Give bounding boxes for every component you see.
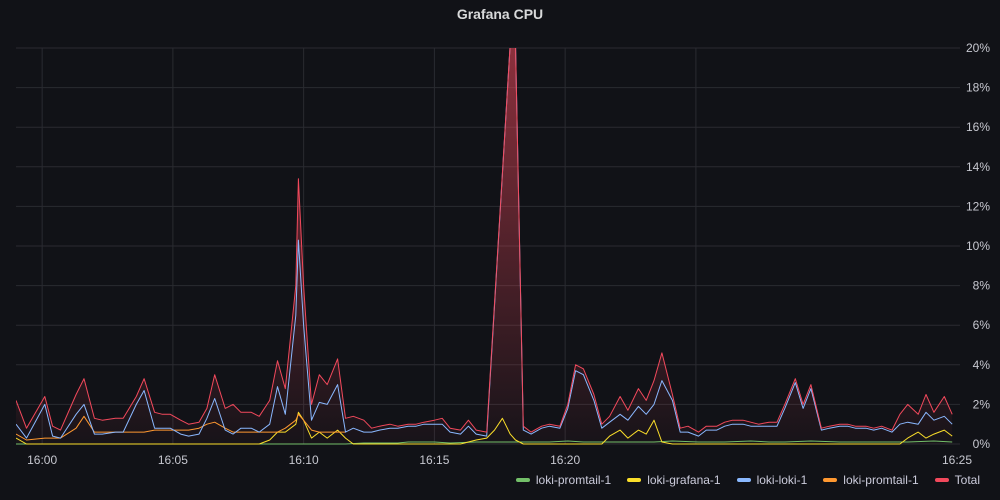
legend-item[interactable]: loki-promtail-1 bbox=[515, 473, 612, 487]
grid bbox=[16, 47, 960, 445]
legend: loki-promtail-1 loki-grafana-1 loki-loki-1… bbox=[515, 470, 980, 490]
legend-swatch bbox=[736, 478, 751, 482]
x-tick-label: 16:25 bbox=[942, 453, 972, 467]
y-tick-label: 12% bbox=[966, 199, 990, 213]
y-tick-label: 8% bbox=[973, 279, 991, 293]
y-tick-label: 18% bbox=[966, 81, 990, 95]
y-tick-label: 2% bbox=[973, 397, 991, 411]
legend-swatch bbox=[934, 478, 949, 482]
y-tick-label: 16% bbox=[966, 120, 990, 134]
x-tick-label: 16:15 bbox=[419, 453, 449, 467]
y-tick-label: 10% bbox=[966, 239, 990, 253]
series-line-loki-promtail-1[interactable] bbox=[16, 413, 346, 441]
x-tick-label: 16:05 bbox=[158, 453, 188, 467]
y-tick-label: 6% bbox=[973, 318, 991, 332]
x-tick-label: 16:20 bbox=[550, 453, 580, 467]
legend-item[interactable]: loki-grafana-1 bbox=[627, 473, 721, 487]
y-tick-label: 0% bbox=[973, 437, 991, 451]
y-tick-label: 4% bbox=[973, 358, 991, 372]
legend-item[interactable]: Total bbox=[934, 473, 980, 487]
series-line-loki-loki-1[interactable] bbox=[16, 44, 953, 439]
y-axis: 0% 2% 4% 6% 8% 10% 12% 14% 16% 18% 20% bbox=[966, 41, 990, 451]
legend-label: loki-loki-1 bbox=[756, 473, 808, 487]
legend-item[interactable]: loki-promtail-1 bbox=[823, 473, 919, 487]
series-line-loki-grafana-1[interactable] bbox=[16, 411, 953, 445]
y-tick-label: 14% bbox=[966, 160, 990, 174]
series-lines bbox=[16, 44, 953, 445]
x-tick-label: 16:10 bbox=[289, 453, 319, 467]
legend-swatch bbox=[823, 478, 838, 482]
y-tick-label: 20% bbox=[966, 41, 990, 55]
legend-label: loki-promtail-1 bbox=[535, 473, 612, 487]
legend-item[interactable]: loki-loki-1 bbox=[736, 473, 808, 487]
panel-title: Grafana CPU bbox=[456, 6, 544, 22]
legend-label: loki-promtail-1 bbox=[843, 473, 919, 487]
series-fills bbox=[16, 48, 953, 444]
series-line-loki-promtail-1-b[interactable] bbox=[16, 440, 953, 445]
legend-swatch bbox=[627, 478, 642, 482]
legend-label: Total bbox=[954, 473, 980, 487]
legend-label: loki-grafana-1 bbox=[647, 473, 721, 487]
series-line-Total[interactable] bbox=[16, 44, 953, 433]
x-tick-label: 16:00 bbox=[27, 453, 57, 467]
legend-swatch bbox=[515, 478, 530, 482]
x-axis: 16:00 16:05 16:10 16:15 16:20 16:25 bbox=[27, 453, 972, 467]
total-area bbox=[16, 48, 953, 444]
